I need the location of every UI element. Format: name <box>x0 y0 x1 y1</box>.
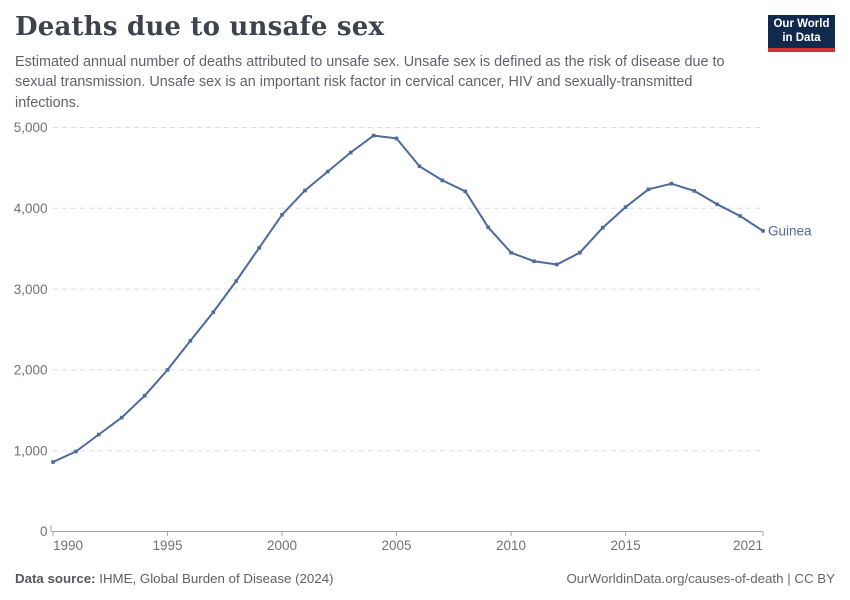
marker-guinea-2019[interactable] <box>715 202 719 207</box>
marker-guinea-1991[interactable] <box>74 449 78 454</box>
marker-guinea-1998[interactable] <box>234 279 239 283</box>
marker-guinea-1997[interactable] <box>211 310 216 314</box>
y-tick-label-4000: 4,000 <box>14 201 48 216</box>
data-source: Data source: IHME, Global Burden of Dise… <box>15 571 334 586</box>
x-tick-label-2005: 2005 <box>382 538 412 553</box>
data-source-label: Data source: <box>15 571 96 586</box>
marker-guinea-1996[interactable] <box>188 339 193 343</box>
marker-guinea-2014[interactable] <box>600 225 605 230</box>
y-tick-label-0: 0 <box>40 524 48 539</box>
chart-footer: Data source: IHME, Global Burden of Dise… <box>15 571 835 586</box>
marker-guinea-2016[interactable] <box>646 187 651 192</box>
x-tick-label-1990: 1990 <box>53 538 83 553</box>
owid-logo-red-bar <box>768 48 835 52</box>
marker-guinea-2010[interactable] <box>509 250 513 255</box>
marker-guinea-2004[interactable] <box>371 133 376 138</box>
marker-guinea-2012[interactable] <box>555 262 559 267</box>
x-tick-label-2021: 2021 <box>733 538 763 553</box>
marker-guinea-2017[interactable] <box>669 181 674 186</box>
marker-guinea-2011[interactable] <box>532 259 536 264</box>
x-tick-label-1995: 1995 <box>152 538 182 553</box>
marker-guinea-2006[interactable] <box>417 164 422 169</box>
series-end-label-guinea[interactable]: Guinea <box>768 224 812 239</box>
marker-guinea-1999[interactable] <box>257 246 261 250</box>
marker-guinea-2007[interactable] <box>440 178 445 183</box>
marker-guinea-2000[interactable] <box>280 212 284 217</box>
owid-logo-line2: in Data <box>782 31 821 44</box>
marker-guinea-2003[interactable] <box>348 150 353 155</box>
marker-guinea-2008[interactable] <box>463 189 468 194</box>
y-tick-label-1000: 1,000 <box>14 443 48 458</box>
marker-guinea-2013[interactable] <box>577 250 582 255</box>
owid-logo-box: Our World in Data <box>768 15 835 48</box>
data-source-text: IHME, Global Burden of Disease (2024) <box>95 571 334 586</box>
owid-logo-line1: Our World <box>773 17 830 30</box>
marker-guinea-2002[interactable] <box>326 169 330 174</box>
marker-guinea-1995[interactable] <box>165 368 170 372</box>
credit-link[interactable]: OurWorldinData.org/causes-of-death | CC … <box>566 571 835 586</box>
line-guinea[interactable] <box>52 134 764 463</box>
x-tick-label-2010: 2010 <box>496 538 526 553</box>
marker-guinea-2001[interactable] <box>303 188 307 193</box>
page-title: Deaths due to unsafe sex <box>15 12 385 42</box>
marker-guinea-1990[interactable] <box>51 460 55 464</box>
marker-guinea-2005[interactable] <box>394 136 399 141</box>
marker-guinea-2009[interactable] <box>486 225 490 230</box>
marker-guinea-2021[interactable] <box>761 229 765 233</box>
y-tick-label-3000: 3,000 <box>14 282 48 297</box>
marker-guinea-1994[interactable] <box>142 393 147 398</box>
marker-guinea-1992[interactable] <box>97 432 101 437</box>
marker-guinea-2020[interactable] <box>738 214 742 218</box>
chart-subtitle: Estimated annual number of deaths attrib… <box>15 54 725 111</box>
y-tick-label-2000: 2,000 <box>14 363 48 378</box>
marker-guinea-2018[interactable] <box>692 189 697 193</box>
y-tick-label-5000: 5,000 <box>14 120 48 135</box>
x-tick-label-2015: 2015 <box>611 538 641 553</box>
x-tick-label-2000: 2000 <box>267 538 297 553</box>
owid-logo[interactable]: Our World in Data <box>768 15 835 52</box>
marker-guinea-1993[interactable] <box>119 415 124 420</box>
marker-guinea-2015[interactable] <box>623 205 628 209</box>
